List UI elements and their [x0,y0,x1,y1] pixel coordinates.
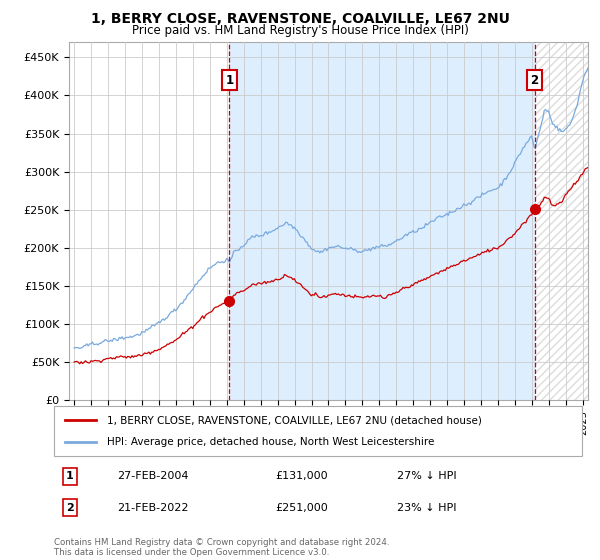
Text: Price paid vs. HM Land Registry's House Price Index (HPI): Price paid vs. HM Land Registry's House … [131,24,469,36]
Text: 1, BERRY CLOSE, RAVENSTONE, COALVILLE, LE67 2NU: 1, BERRY CLOSE, RAVENSTONE, COALVILLE, L… [91,12,509,26]
Text: HPI: Average price, detached house, North West Leicestershire: HPI: Average price, detached house, Nort… [107,437,434,447]
Bar [535,42,588,400]
Bar [229,42,535,400]
Text: 23% ↓ HPI: 23% ↓ HPI [397,503,457,513]
Text: 27% ↓ HPI: 27% ↓ HPI [397,472,457,482]
Text: 1: 1 [225,73,233,87]
Bar [535,42,588,400]
FancyBboxPatch shape [54,406,582,456]
Text: £251,000: £251,000 [276,503,329,513]
Text: £131,000: £131,000 [276,472,328,482]
Text: 2: 2 [530,73,539,87]
Text: Contains HM Land Registry data © Crown copyright and database right 2024.
This d: Contains HM Land Registry data © Crown c… [54,538,389,557]
Text: 2: 2 [66,503,74,513]
Text: 1, BERRY CLOSE, RAVENSTONE, COALVILLE, LE67 2NU (detached house): 1, BERRY CLOSE, RAVENSTONE, COALVILLE, L… [107,415,482,425]
Text: 1: 1 [66,472,74,482]
Text: 21-FEB-2022: 21-FEB-2022 [118,503,189,513]
Text: 27-FEB-2004: 27-FEB-2004 [118,472,189,482]
